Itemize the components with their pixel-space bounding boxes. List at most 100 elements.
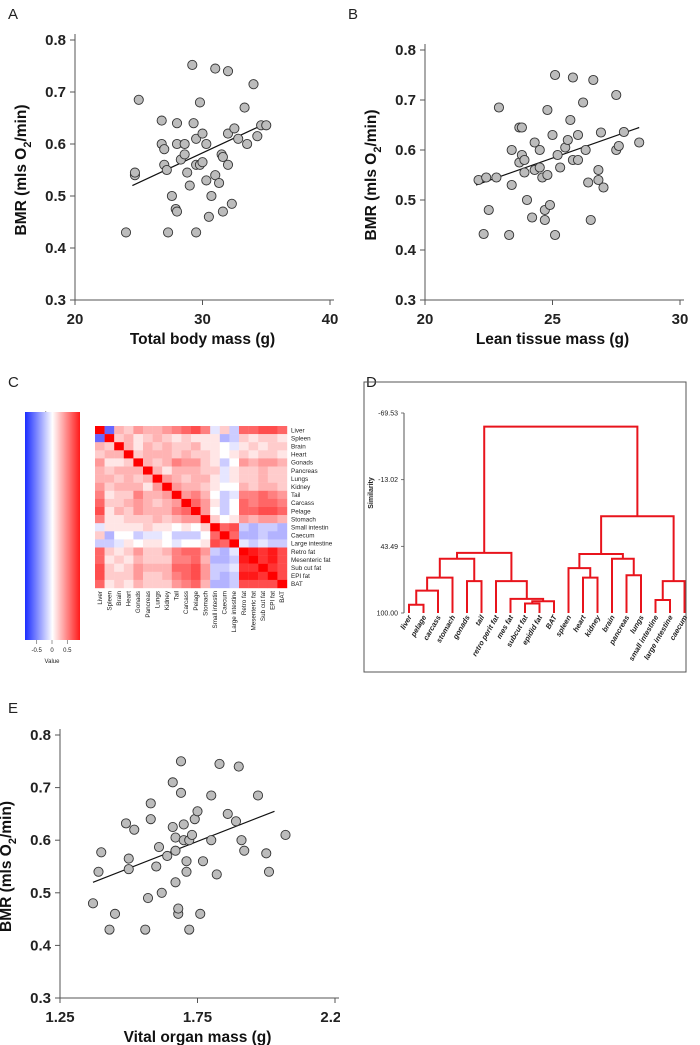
heatmap-cell — [114, 563, 124, 572]
heatmap-cell — [162, 547, 172, 556]
heatmap-cell — [143, 531, 153, 540]
panel-letter-b: B — [348, 6, 359, 23]
heatmap-cell — [123, 458, 134, 467]
plot-a-data-point — [188, 118, 199, 129]
plot-b-data-point — [534, 144, 545, 156]
heatmap-cell — [123, 531, 134, 540]
heatmap-cell — [114, 579, 124, 589]
heatmap-cell — [152, 571, 163, 581]
heatmap-cell — [239, 426, 249, 435]
heatmap-cell — [277, 426, 288, 435]
heatmap-cell — [258, 547, 268, 556]
heatmap-column-label: Carcass — [183, 591, 190, 614]
heatmap-cell — [200, 498, 211, 508]
plot-e-data-point — [129, 824, 140, 835]
plot-b-data-point — [598, 182, 609, 193]
heatmap-cell — [191, 539, 201, 548]
color-key-tick-label: 0.5 — [63, 648, 72, 654]
heatmap-row-label: Spleen — [291, 435, 311, 442]
heatmap-cell — [258, 450, 268, 459]
heatmap-cell — [191, 442, 201, 451]
plot-e-data-point — [252, 790, 264, 801]
heatmap-cell — [219, 498, 230, 508]
heatmap-cell — [171, 482, 182, 491]
plot-e-data-point — [175, 756, 187, 767]
heatmap-column-label: Retro fat — [241, 591, 248, 615]
heatmap-cell — [191, 579, 201, 589]
plot-a-data-point — [161, 164, 172, 176]
heatmap-cell — [95, 474, 105, 483]
plot-b-data-point — [572, 154, 584, 166]
heatmap-cell — [123, 515, 134, 524]
heatmap-cell — [123, 523, 134, 532]
heatmap-cell — [191, 555, 201, 564]
heatmap-cell — [114, 571, 124, 581]
heatmap-row-label: Stomach — [291, 516, 316, 523]
heatmap-cell — [123, 571, 134, 581]
plot-a-data-point — [214, 177, 225, 189]
heatmap-cell — [267, 555, 278, 564]
heatmap-cell — [181, 426, 192, 435]
plot-a-data-point — [217, 206, 228, 217]
heatmap-cell — [248, 579, 259, 589]
plot-a-data-point — [239, 102, 250, 113]
heatmap-cell — [258, 434, 268, 443]
heatmap-cell — [248, 426, 259, 435]
heatmap-cell — [248, 450, 259, 459]
heatmap-cell — [229, 450, 240, 459]
heatmap-cell — [219, 563, 230, 572]
plot-b-data-point — [555, 162, 566, 173]
heatmap-column-label: Pancreas — [145, 591, 152, 618]
heatmap-row-label: Tail — [291, 492, 300, 499]
heatmap-cell — [200, 531, 211, 540]
heatmap-row-label: Carcass — [291, 500, 314, 507]
heatmap-cell — [267, 523, 278, 532]
heatmap-cell — [162, 507, 172, 516]
heatmap-row-label: Pelage — [291, 508, 311, 515]
heatmap-cell — [210, 490, 220, 500]
heatmap-cell — [239, 434, 249, 443]
heatmap-cell — [181, 579, 192, 589]
heatmap-cell — [191, 426, 201, 435]
plot-b-data-point — [567, 72, 578, 83]
heatmap-cell — [114, 507, 124, 516]
heatmap-cell — [181, 442, 192, 451]
plot-e-x-tick-label: 2.25 — [320, 1009, 340, 1026]
heatmap-cell — [104, 531, 115, 540]
heatmap-cell — [143, 474, 153, 483]
heatmap-cell — [277, 434, 288, 443]
heatmap-cell — [210, 482, 220, 491]
heatmap-column-label: Kidney — [164, 590, 171, 610]
plot-b-y-tick-label: 0.5 — [395, 192, 416, 209]
heatmap-cell — [239, 458, 249, 467]
heatmap-cell — [114, 450, 124, 459]
plot-e-data-point — [175, 787, 187, 798]
heatmap-cell — [258, 498, 268, 508]
heatmap-cell — [229, 571, 240, 581]
heatmap-cell — [152, 474, 163, 483]
heatmap-cell — [152, 498, 163, 508]
heatmap-cell — [123, 434, 134, 443]
heatmap-cell — [162, 442, 172, 451]
heatmap-cell — [200, 458, 211, 467]
heatmap-row-label: Heart — [291, 452, 307, 459]
heatmap-cell — [219, 515, 230, 524]
panel-letter-e: E — [8, 700, 19, 717]
plot-e-data-point — [233, 761, 244, 772]
heatmap-cell — [191, 531, 201, 540]
heatmap-cell — [104, 579, 115, 589]
heatmap-cell — [267, 482, 278, 491]
scatter-plot-b: 0.3 0.4 0.5 0.6 0.7 0.8 20 25 30 Lean tissue mass… — [363, 42, 688, 348]
dendrogram-branch — [483, 425, 639, 553]
plot-a-data-point — [222, 66, 234, 77]
heatmap-cell — [104, 442, 115, 451]
heatmap-row-label: Retro fat — [291, 549, 315, 556]
heatmap-cell — [95, 498, 105, 508]
plot-b-data-point — [542, 104, 553, 116]
heatmap-cell — [248, 490, 259, 500]
heatmap-cell — [219, 442, 230, 451]
heatmap-cell — [229, 547, 240, 556]
heatmap-cell — [162, 515, 172, 524]
plot-b-data-point — [611, 89, 622, 101]
heatmap-cell — [162, 571, 172, 581]
